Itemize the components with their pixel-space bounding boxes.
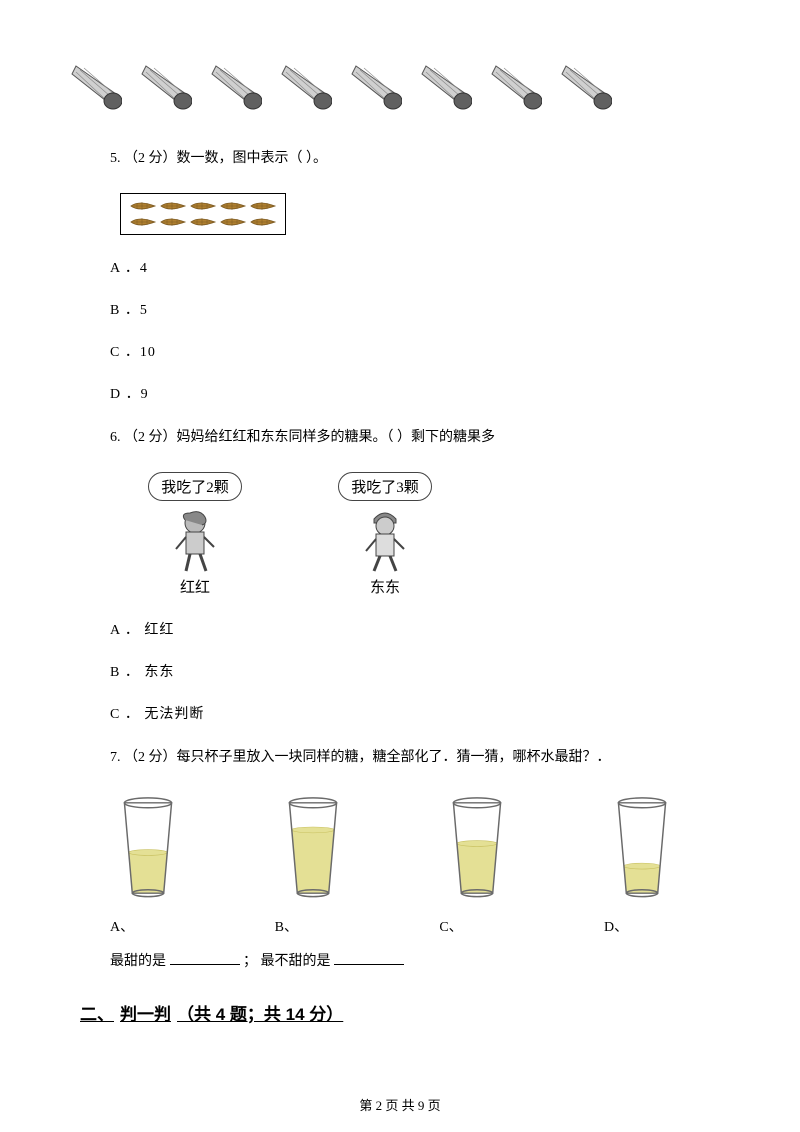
wheat-ear-icon xyxy=(159,214,187,230)
cup-labels: A、 B、 C、 D、 xyxy=(110,916,680,936)
q5-text: 5. （2 分）数一数，图中表示（ ）。 xyxy=(110,146,740,171)
q6-choice-b: B ． 东东 xyxy=(110,661,740,681)
cup-2 xyxy=(439,793,515,908)
bubble-honghong: 我吃了2颗 xyxy=(148,472,242,501)
shuttlecock-icon xyxy=(350,60,402,118)
section-2-suffix: （共 4 题；共 14 分） xyxy=(177,1000,343,1025)
wheat-ear-icon xyxy=(249,198,277,214)
shuttlecock-row xyxy=(70,60,740,118)
cup-label-1: B、 xyxy=(275,916,351,936)
section-2-heading: 二、 判一判 （共 4 题；共 14 分） xyxy=(80,1000,740,1025)
fill-mid: ； 最不甜的是 xyxy=(243,954,331,969)
cup-1 xyxy=(275,793,351,908)
shuttlecock-icon xyxy=(280,60,332,118)
wheat-ear-icon xyxy=(189,198,217,214)
wheat-ear-icon xyxy=(249,214,277,230)
wheat-box xyxy=(120,193,286,235)
child-honghong-icon xyxy=(160,505,230,575)
child-dongdong-icon xyxy=(350,505,420,575)
cup-label-0: A、 xyxy=(110,916,186,936)
cup-label-2: C、 xyxy=(439,916,515,936)
wheat-ear-icon xyxy=(219,198,247,214)
q5-choice-d: D ．9 xyxy=(110,383,740,403)
wheat-ear-icon xyxy=(129,198,157,214)
shuttlecock-icon xyxy=(420,60,472,118)
section-2-main: 判一判 xyxy=(120,1000,171,1025)
candy-children-row: 我吃了2颗 红红 我吃了3颗 东东 xyxy=(120,472,740,597)
fill-prefix: 最甜的是 xyxy=(110,954,166,969)
cup-0 xyxy=(110,793,186,908)
child-honghong: 我吃了2颗 红红 xyxy=(120,472,270,597)
q7-text: 7. （2 分）每只杯子里放入一块同样的糖，糖全部化了．猜一猜，哪杯水最甜？． xyxy=(110,745,740,770)
bubble-dongdong: 我吃了3颗 xyxy=(338,472,432,501)
cup-3 xyxy=(604,793,680,908)
shuttlecock-icon xyxy=(210,60,262,118)
shuttlecock-icon xyxy=(140,60,192,118)
wheat-ear-icon xyxy=(129,214,157,230)
q6-choice-a: A ． 红红 xyxy=(110,619,740,639)
blank-sweetest[interactable] xyxy=(170,951,240,965)
shuttlecock-icon xyxy=(560,60,612,118)
q6-text: 6. （2 分）妈妈给红红和东东同样多的糖果。（ ）剩下的糖果多 xyxy=(110,425,740,450)
wheat-ear-icon xyxy=(189,214,217,230)
q7-fill-line: 最甜的是 ； 最不甜的是 xyxy=(110,950,740,970)
wheat-ear-icon xyxy=(219,214,247,230)
q5-choice-c: C ．10 xyxy=(110,341,740,361)
wheat-ear-icon xyxy=(159,198,187,214)
q5-choice-b: B ．5 xyxy=(110,299,740,319)
section-2-prefix: 二、 xyxy=(80,1000,114,1025)
cups-row xyxy=(110,793,680,908)
q5-choice-a: A ．4 xyxy=(110,257,740,277)
q6-choice-c: C ． 无法判断 xyxy=(110,703,740,723)
blank-least-sweet[interactable] xyxy=(334,951,404,965)
shuttlecock-icon xyxy=(490,60,542,118)
name-honghong: 红红 xyxy=(120,576,270,597)
name-dongdong: 东东 xyxy=(310,576,460,597)
shuttlecock-icon xyxy=(70,60,122,118)
page-footer: 第 2 页 共 9 页 xyxy=(0,1095,800,1114)
child-dongdong: 我吃了3颗 东东 xyxy=(310,472,460,597)
cup-label-3: D、 xyxy=(604,916,680,936)
